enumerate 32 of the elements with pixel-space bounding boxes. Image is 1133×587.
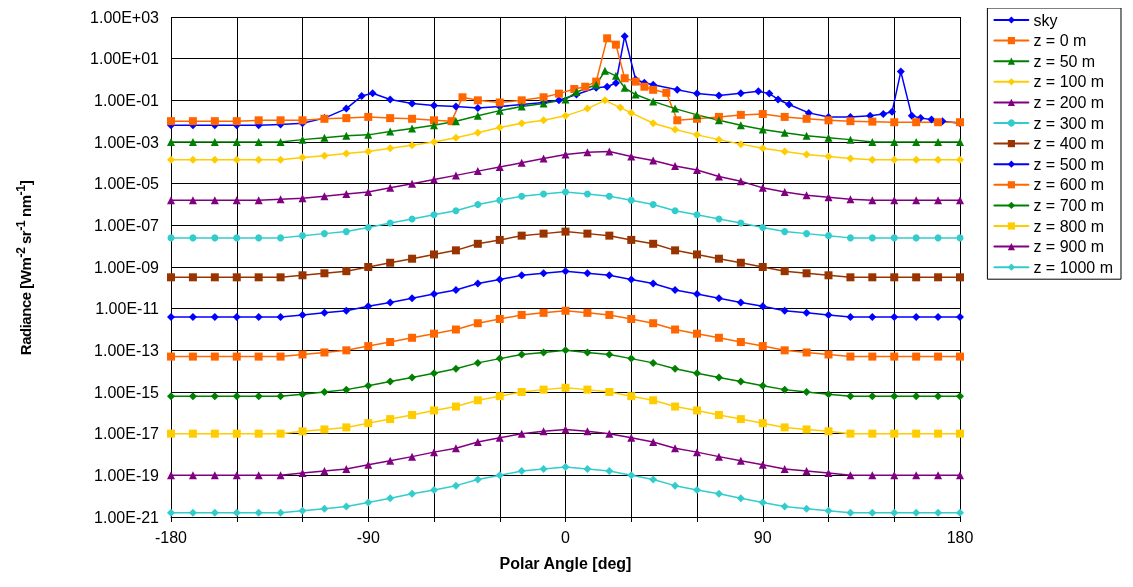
y-tick-label: 1.00E-17 <box>94 425 160 443</box>
x-tick-label: -180 <box>154 528 188 546</box>
x-tick-label: -90 <box>356 528 380 546</box>
legend-label: sky <box>1033 11 1058 29</box>
y-tick-label: 1.00E-01 <box>94 91 160 109</box>
y-tick-label: 1.00E-21 <box>94 508 160 526</box>
legend-label: z = 700 m <box>1033 196 1105 214</box>
legend-label: z = 400 m <box>1033 135 1105 153</box>
legend-label: z = 200 m <box>1033 93 1105 111</box>
legend-label: z = 100 m <box>1033 73 1105 91</box>
y-tick-label: 1.00E-05 <box>94 175 160 193</box>
legend-label: z = 1000 m <box>1033 258 1114 276</box>
legend-label: z = 600 m <box>1033 176 1105 194</box>
x-tick-label: 90 <box>753 528 772 546</box>
y-tick-label: 1.00E-03 <box>94 133 160 151</box>
legend-label: z = 50 m <box>1033 52 1096 70</box>
x-axis-title: Polar Angle [deg] <box>499 554 632 572</box>
x-tick-label: 180 <box>946 528 974 546</box>
y-tick-label: 1.00E-19 <box>94 466 160 484</box>
y-tick-label: 1.00E-11 <box>95 300 160 318</box>
y-tick-label: 1.00E+03 <box>90 8 160 26</box>
legend-label: z = 500 m <box>1033 155 1105 173</box>
y-tick-label: 1.00E-13 <box>94 341 160 359</box>
legend-label: z = 300 m <box>1033 114 1105 132</box>
legend-label: z = 900 m <box>1033 238 1105 256</box>
legend-label: z = 0 m <box>1033 32 1087 50</box>
legend-label: z = 800 m <box>1033 217 1105 235</box>
y-tick-label: 1.00E-09 <box>94 258 160 276</box>
y-tick-label: 1.00E-07 <box>94 216 160 234</box>
y-tick-label: 1.00E-15 <box>94 383 160 401</box>
x-tick-label: 0 <box>561 528 571 546</box>
y-tick-label: 1.00E+01 <box>90 50 160 68</box>
